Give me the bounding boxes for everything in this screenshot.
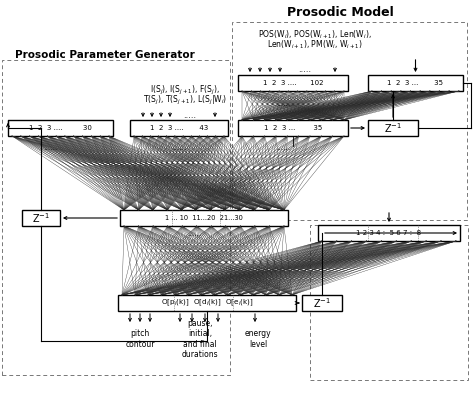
Text: POS(W$_i$), POS(W$_{i+1}$), Len(W$_i$),: POS(W$_i$), POS(W$_{i+1}$), Len(W$_i$), [258, 29, 372, 41]
Bar [302, 295, 342, 311]
Text: Prosodic Model: Prosodic Model [287, 6, 393, 18]
Text: energy
level: energy level [245, 329, 271, 349]
Text: O[p$_i$(k)]  O[d$_i$(k)]  O[e$_i$(k)]: O[p$_i$(k)] O[d$_i$(k)] O[e$_i$(k)] [161, 298, 254, 308]
Bar [8, 120, 113, 136]
Bar [130, 120, 228, 136]
Text: Z$^{-1}$: Z$^{-1}$ [313, 296, 331, 310]
Text: 1  2  3 ...        35: 1 2 3 ... 35 [264, 125, 322, 131]
Text: 1  2  3 ...       35: 1 2 3 ... 35 [388, 80, 444, 86]
Text: Z$^{-1}$: Z$^{-1}$ [384, 121, 402, 135]
Text: 1 2 3 4 :  5 6 7 :  8: 1 2 3 4 : 5 6 7 : 8 [356, 230, 421, 236]
Text: .....: ..... [183, 110, 197, 120]
Text: I(S$_j$), I(S$_{j+1}$), F(S$_j$),: I(S$_j$), I(S$_{j+1}$), F(S$_j$), [150, 84, 220, 96]
Text: ......: ...... [172, 144, 186, 152]
Bar [318, 225, 460, 241]
Text: 1 ... 10  11...20  21...30: 1 ... 10 11...20 21...30 [165, 215, 243, 221]
Text: ......: ...... [276, 144, 290, 152]
Bar [310, 225, 468, 380]
Text: T(S$_j$), T(S$_{j+1}$), L(S$_j$|W$_i$): T(S$_j$), T(S$_{j+1}$), L(S$_j$|W$_i$) [143, 94, 227, 106]
Bar [238, 75, 348, 91]
Bar [120, 210, 288, 226]
Text: pause,
initial,
and final
durations: pause, initial, and final durations [182, 319, 219, 359]
Text: ......: ...... [187, 230, 201, 238]
Bar [368, 120, 418, 136]
Text: 1  2  3 ....         30: 1 2 3 .... 30 [29, 125, 92, 131]
Text: Len(W$_{i+1}$), PM(W$_i$, W$_{i+1}$): Len(W$_{i+1}$), PM(W$_i$, W$_{i+1}$) [267, 39, 363, 51]
Bar [118, 295, 296, 311]
Bar [232, 22, 467, 220]
Text: 1  2  3 ....       43: 1 2 3 .... 43 [150, 125, 208, 131]
Text: 1  2  3 ....      102: 1 2 3 .... 102 [263, 80, 323, 86]
Text: pitch
contour: pitch contour [125, 329, 155, 349]
Text: Prosodic Parameter Generator: Prosodic Parameter Generator [15, 50, 195, 60]
Bar [22, 210, 60, 226]
Bar [238, 120, 348, 136]
Bar [368, 75, 463, 91]
Text: Z$^{-1}$: Z$^{-1}$ [32, 211, 50, 225]
Text: ......: ...... [276, 98, 290, 108]
Text: .....: ..... [299, 66, 311, 74]
Bar [2, 60, 230, 375]
Text: ......: ...... [44, 144, 58, 152]
